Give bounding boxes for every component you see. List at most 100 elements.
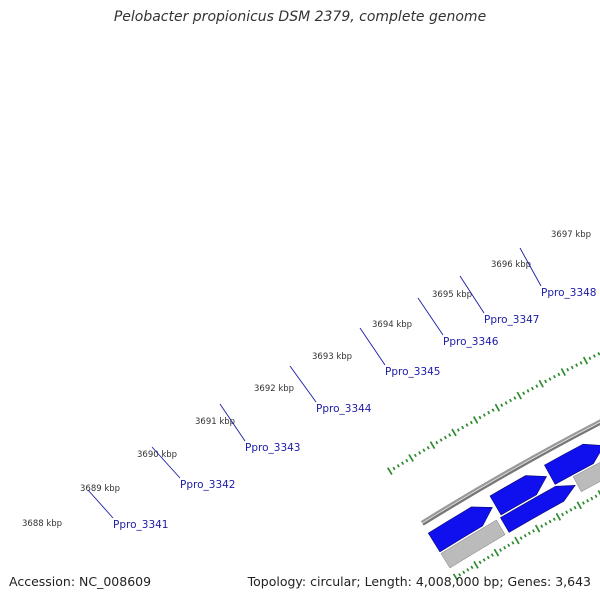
tick-mark — [597, 352, 600, 356]
tick-mark — [458, 573, 462, 577]
backbone-track — [420, 419, 600, 526]
tick-mark — [586, 499, 590, 503]
tick-mark — [522, 391, 526, 395]
tick-mark — [392, 466, 396, 471]
tick-mark — [569, 508, 573, 512]
tick-mark — [594, 494, 598, 498]
tick-mark — [573, 505, 577, 510]
tick-mark — [535, 384, 539, 388]
tick-mark — [565, 510, 569, 514]
tick-mark — [560, 368, 566, 376]
scale-label: 3692 kbp — [254, 384, 294, 394]
gene-label: Ppro_3342 — [180, 479, 235, 491]
gene-label: Ppro_3346 — [443, 336, 499, 348]
scale-label-group: 3688 kbp 3689 kbp 3690 kbp 3691 kbp 3692 kbp… — [22, 230, 591, 529]
gene-label: Ppro_3345 — [385, 366, 440, 378]
tick-mark — [435, 440, 439, 445]
tick-mark — [552, 517, 556, 521]
tick-mark — [439, 438, 443, 442]
tick-mark — [575, 363, 579, 367]
tick-mark — [405, 458, 409, 463]
tick-mark — [597, 490, 600, 496]
backbone-line — [420, 419, 600, 524]
tick-mark — [386, 467, 393, 475]
tick-mark — [540, 524, 544, 528]
tick-mark — [494, 403, 501, 412]
tick-mark — [592, 354, 596, 358]
tick-mark — [588, 356, 592, 361]
tick-mark — [566, 368, 570, 372]
tick-mark — [473, 561, 479, 569]
tick-mark — [509, 398, 512, 403]
tick-mark — [511, 541, 515, 545]
tick-mark — [523, 533, 527, 538]
tick-mark — [503, 545, 507, 550]
gene-leader-line — [359, 327, 386, 366]
tick-mark — [491, 408, 495, 412]
cds-arrow — [489, 475, 548, 516]
tick-mark — [582, 356, 589, 365]
tick-mark — [581, 501, 585, 505]
tick-mark — [482, 558, 486, 562]
tick-mark — [557, 372, 561, 377]
gene-leader-line — [519, 247, 542, 287]
cds-arrow — [427, 506, 493, 553]
scale-label: 3694 kbp — [372, 320, 412, 330]
scale-label: 3691 kbp — [195, 417, 235, 427]
tick-mark — [570, 365, 574, 370]
gene-label: Ppro_3347 — [484, 314, 539, 326]
tick-mark — [544, 379, 548, 384]
tick-mark — [530, 386, 534, 391]
tick-mark — [548, 377, 552, 381]
tick-mark — [465, 423, 469, 427]
genome-summary-text: Topology: circular; Length: 4,008,000 bp… — [247, 574, 591, 589]
gray-feature — [440, 519, 506, 569]
tick-mark — [456, 428, 460, 432]
tick-mark — [507, 543, 511, 548]
tick-mark — [548, 519, 552, 524]
tick-mark — [413, 453, 417, 458]
tick-mark — [452, 573, 459, 582]
tick-mark — [448, 433, 452, 437]
tick-mark — [553, 374, 556, 379]
forward-cds-track — [427, 443, 600, 553]
accession-text: Accession: NC_008609 — [9, 574, 152, 589]
tick-mark — [451, 428, 457, 437]
tick-mark — [590, 496, 594, 501]
tick-mark — [576, 501, 582, 510]
scale-label: 3695 kbp — [432, 290, 472, 300]
scale-label: 3696 kbp — [491, 260, 531, 270]
gene-leader-line — [151, 446, 181, 479]
tick-mark — [466, 568, 470, 572]
tick-mark — [513, 396, 517, 400]
tick-mark — [534, 524, 541, 533]
tick-mark — [396, 464, 400, 468]
tick-mark — [426, 445, 430, 450]
tick-mark — [555, 512, 562, 521]
backbone-line — [422, 422, 600, 526]
tick-mark — [472, 416, 479, 424]
tick-mark — [487, 410, 491, 415]
tick-mark — [490, 553, 494, 557]
gene-label: Ppro_3348 — [541, 287, 596, 299]
scale-label: 3689 kbp — [80, 484, 120, 494]
scale-label: 3697 kbp — [551, 230, 591, 240]
tick-mark — [418, 451, 422, 455]
gene-leader-line — [417, 297, 444, 336]
reverse-feature-track — [440, 462, 600, 569]
gene-label-group: Ppro_3341 Ppro_3342 Ppro_3343 Ppro_3344 Ppro… — [87, 247, 596, 531]
gene-label: Ppro_3341 — [113, 519, 168, 531]
tick-mark — [470, 565, 474, 570]
tick-mark — [493, 548, 500, 557]
gene-leader-line — [289, 365, 317, 403]
gene-leader-line — [459, 275, 485, 314]
tick-mark — [401, 461, 405, 465]
map-title: Pelobacter propionicus DSM 2379, complet… — [113, 9, 487, 25]
tick-mark — [532, 529, 535, 533]
inner-tick-track — [452, 490, 600, 582]
gene-leader-line — [87, 489, 114, 519]
gene-label: Ppro_3344 — [316, 403, 372, 415]
tick-mark — [527, 531, 531, 536]
tick-mark — [579, 361, 583, 365]
tick-mark — [504, 401, 508, 405]
